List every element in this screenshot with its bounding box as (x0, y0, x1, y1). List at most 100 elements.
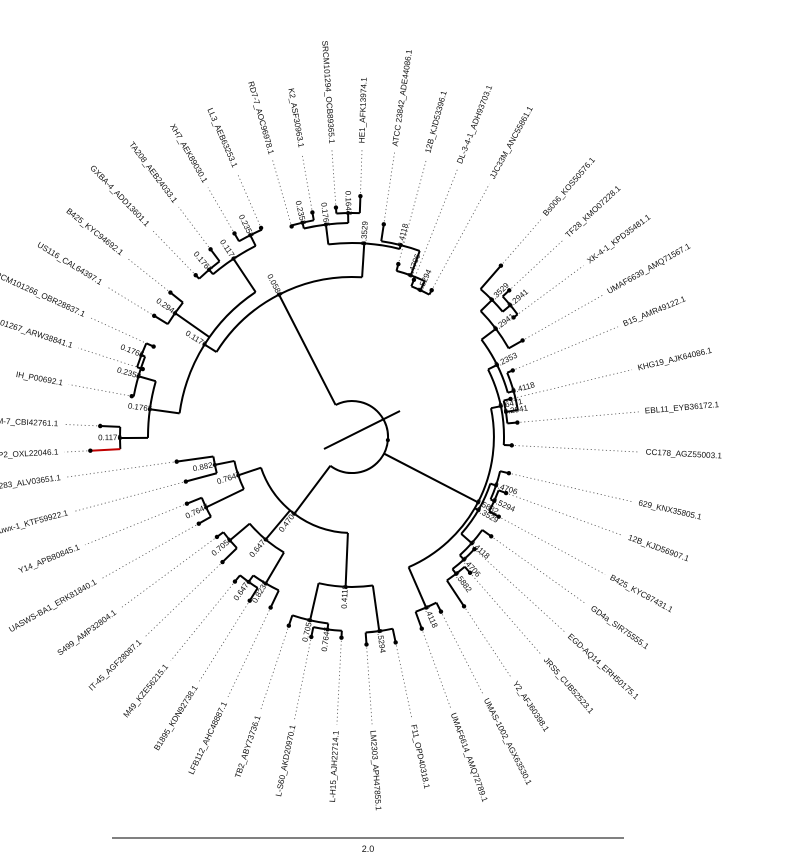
internal-branch (149, 408, 180, 415)
leaf-tip-dot (232, 231, 237, 236)
leaf-tip-dot (183, 479, 189, 484)
leaf-branch (153, 314, 169, 325)
leaf-tip-dot (520, 338, 525, 343)
leaf-label: DSM-7_CBI42761.1 (0, 416, 59, 428)
leaf-guide (513, 369, 633, 399)
leaf-label: EBL11_EYB36172.1 (644, 400, 719, 415)
support-value: 0.2353 (294, 200, 308, 226)
leaf-branch (100, 425, 121, 428)
support-value: 0.2941 (155, 296, 181, 318)
leaf-label: RD7-7_AOC96978.1 (246, 80, 276, 156)
leaf-guide (126, 257, 169, 292)
node-dot (308, 618, 313, 623)
leaf-tip-dot (419, 626, 424, 631)
leaf-label: LM2303_APH47855.1 (368, 730, 383, 811)
leaf-branch (185, 472, 218, 483)
support-values: 0.05880.11760.17650.11760.23530.17650.29… (98, 191, 536, 655)
leaf-guide (106, 286, 152, 315)
leaf-tip-dot (393, 640, 398, 645)
leaf-tip-dot (503, 490, 509, 496)
internal-branch (204, 343, 217, 353)
node-dot (212, 462, 217, 467)
leaf-tip-dot (510, 368, 515, 373)
node-dot (469, 541, 474, 546)
leaf-branch (479, 265, 502, 290)
root-branch (323, 410, 401, 450)
leaf-label: TB2_ABY73736.1 (233, 714, 262, 779)
leaf-guide (501, 517, 606, 575)
leaf-label: 629_KNX35805.1 (638, 498, 703, 521)
support-value: 0.1765 (127, 401, 153, 413)
leaf-guide (515, 265, 584, 316)
leaf-tip-dot (411, 277, 417, 282)
internal-branch (237, 466, 262, 477)
scale-bar: 2.0 (112, 837, 624, 854)
internal-branch (278, 294, 337, 406)
leaf-guide (432, 183, 490, 288)
leaf-tip-dot (193, 272, 198, 278)
internal-branch (214, 459, 235, 466)
leaf-branch (248, 587, 259, 602)
internal-arc (329, 400, 390, 474)
support-value: 0.1765 (192, 250, 215, 275)
leaf-tip-dot (258, 225, 264, 231)
leaf-tip-dot (467, 570, 473, 576)
node-dot (323, 222, 328, 227)
leaf-tip-dot (358, 193, 363, 199)
support-value: 0.7647 (216, 470, 243, 487)
leaf-tip-dot (364, 642, 369, 647)
support-value: 0.0588 (265, 273, 284, 299)
leaf-label: K2_ASF30963.1 (286, 88, 305, 149)
leaf-tip-dot (168, 290, 173, 295)
support-value: 0.4118 (422, 604, 440, 630)
node-dot (136, 374, 141, 379)
support-value: 0.4118 (396, 222, 411, 248)
leaf-label: LFB112_AHC48887.1 (187, 700, 230, 776)
internal-branch (505, 409, 518, 413)
leaf-guide (511, 473, 633, 503)
leaf-guide (144, 563, 221, 638)
internal-branch (324, 224, 330, 245)
leaf-branch (198, 515, 212, 525)
internal-branch (232, 258, 257, 293)
leaf-guide (508, 493, 623, 536)
node-dot (204, 505, 209, 510)
leaf-guide (84, 504, 185, 546)
internal-branch (264, 551, 285, 584)
leaf-branch (380, 224, 385, 242)
leaf-guide (66, 461, 174, 478)
node-dot (263, 581, 268, 586)
support-value: 0.2353 (237, 213, 256, 239)
node-dot (343, 584, 348, 589)
leaf-guide (441, 614, 484, 694)
leaf-guide (515, 326, 619, 370)
leaf-guide (502, 219, 542, 264)
support-value: 0.1647 (344, 191, 353, 216)
node-dot (236, 473, 241, 478)
leaf-tip-dot (508, 396, 513, 402)
node-dot (503, 409, 508, 414)
node-dot (495, 362, 500, 367)
leaf-label: B15_AMR49122.1 (622, 294, 688, 328)
node-dot (292, 511, 297, 516)
node-dot (498, 404, 503, 409)
leaf-tip-dot (339, 635, 344, 640)
leaf-label: DL-3-4-1_ADH93703.1 (455, 83, 494, 165)
leaf-label: JRS5_CUB52523.1 (542, 656, 596, 716)
leaf-branch (414, 611, 423, 630)
leaf-branch (446, 579, 465, 607)
leaf-tip-dot (507, 288, 512, 293)
node-dot (385, 438, 390, 443)
node-dot (476, 508, 481, 513)
leaf-tip-dot (151, 313, 157, 318)
leaf-label: F11_OPD40318.1 (409, 724, 431, 790)
leaf-branch (508, 339, 524, 350)
leaf-tip-dot (310, 210, 315, 215)
leaf-guide (64, 450, 88, 453)
node-dot (246, 579, 251, 584)
node-dot (139, 353, 144, 358)
node-dot (408, 273, 413, 278)
leaf-tip-dot (438, 609, 444, 614)
leaf-tip-dot (309, 634, 314, 640)
